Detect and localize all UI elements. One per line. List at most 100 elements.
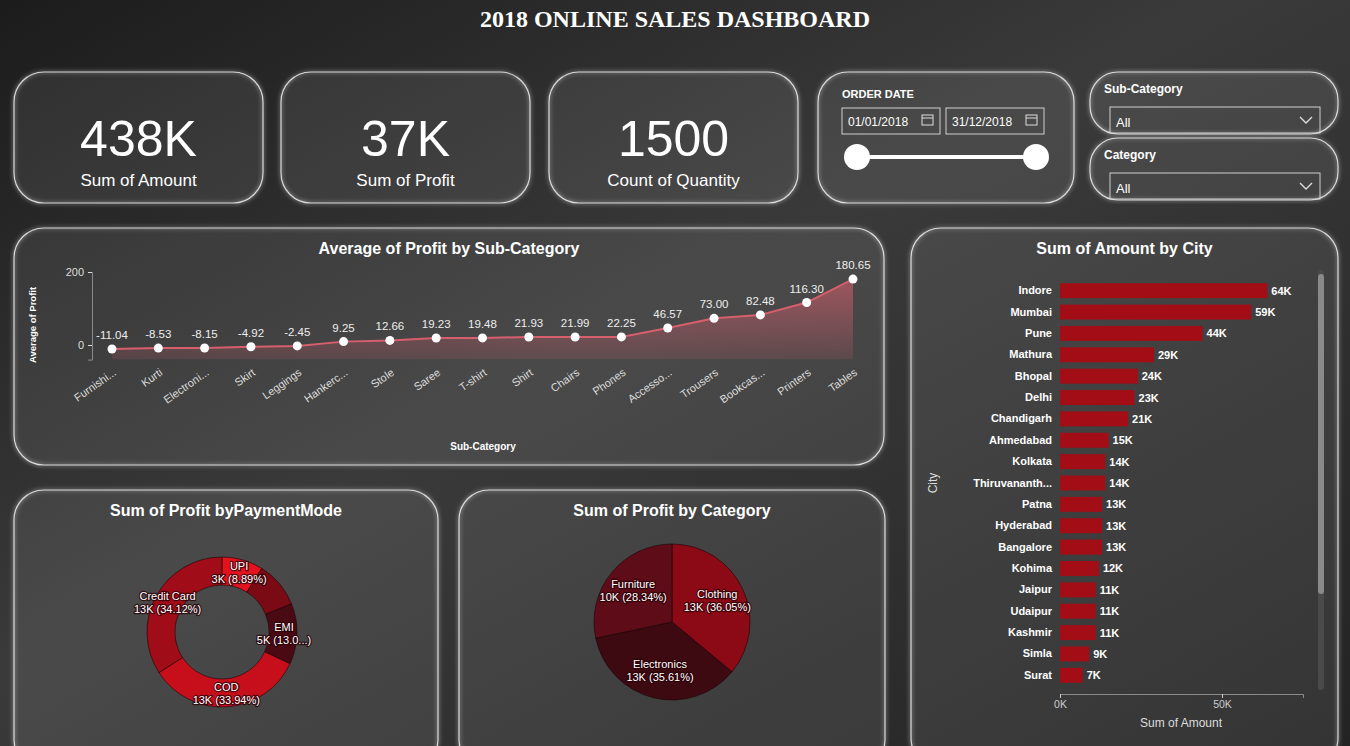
card-frame	[1090, 138, 1338, 200]
axis: 0200	[66, 266, 93, 360]
dropdown[interactable]	[1110, 107, 1320, 133]
slider-track[interactable]	[857, 155, 1036, 159]
marker	[478, 333, 487, 342]
bar	[1060, 540, 1102, 555]
tick: Jaipur	[1019, 583, 1053, 595]
tick-label: Printers	[775, 366, 813, 398]
card-frame	[459, 490, 885, 746]
tick-label: Udaipur	[1010, 605, 1052, 617]
bar	[1060, 411, 1128, 426]
data-label: 15K	[1113, 434, 1133, 446]
tick: 0K	[1054, 694, 1067, 710]
dropdown-arrow[interactable]	[1300, 183, 1312, 189]
card: 37KSum of Profit	[281, 72, 530, 203]
data-label: 19.23	[422, 318, 451, 330]
calendar-icon[interactable]	[922, 115, 933, 125]
scrollbar-thumb[interactable]	[1318, 274, 1324, 594]
marker	[710, 314, 719, 323]
area	[112, 279, 853, 360]
bar	[1060, 347, 1154, 362]
calendar-icon[interactable]	[922, 118, 933, 119]
tick: Simla	[1023, 647, 1053, 659]
kpi-label: Sum of Profit	[356, 171, 455, 190]
data-label: 10K (28.34%)	[600, 591, 667, 603]
data-label: 9.25	[332, 322, 354, 334]
tick: Saree	[411, 366, 442, 393]
data-label: 13K	[1106, 541, 1126, 553]
data-label: 116.30	[790, 283, 824, 295]
card-frame	[14, 228, 884, 465]
slider-handle[interactable]	[1023, 144, 1049, 170]
slice-name: EMI	[274, 621, 294, 633]
card: Average of Profit by Sub-Category0200Fur…	[14, 228, 884, 465]
bar	[1060, 369, 1138, 384]
tick: Trousers	[678, 366, 721, 401]
bar	[1060, 476, 1105, 491]
bar	[1060, 390, 1135, 405]
data-label: 24K	[1142, 370, 1162, 382]
data-label: 12.66	[375, 320, 404, 332]
pie: Clothing13K (36.05%)Electronics13K (35.6…	[594, 544, 751, 700]
slice-name: UPI	[230, 560, 248, 572]
tick-label: Kohima	[1012, 562, 1053, 574]
chart-title: Sum of Profit by Category	[573, 502, 770, 519]
tick-label: Patna	[1022, 498, 1053, 510]
tick-label: Saree	[411, 366, 442, 393]
data-label: -8.15	[192, 328, 218, 340]
card: 438KSum of Amount	[14, 72, 263, 203]
tick-label: Kurti	[139, 366, 164, 389]
tick: 50K	[1213, 694, 1232, 710]
data-label: 21K	[1132, 413, 1152, 425]
bar	[1060, 625, 1096, 640]
tick-label: Surat	[1024, 669, 1052, 681]
date-input[interactable]: 31/12/2018	[946, 108, 1044, 134]
data-label: 73.00	[700, 298, 729, 310]
data-label: 22.25	[607, 317, 636, 329]
data-label: -11.04	[96, 329, 128, 341]
bar	[1060, 561, 1099, 576]
plot	[1060, 283, 1267, 683]
tick: Skirt	[232, 366, 257, 388]
date-input[interactable]: 01/01/2018	[842, 108, 940, 134]
slice-name: Electronics	[633, 658, 687, 670]
dropdown-arrow[interactable]	[1300, 117, 1312, 123]
axis-line	[1061, 695, 1304, 699]
tick-label: 0	[78, 339, 84, 351]
tick-label: Simla	[1023, 647, 1053, 659]
scrollbar[interactable]	[1318, 270, 1324, 690]
date-box[interactable]	[842, 108, 940, 134]
calendar-icon[interactable]	[1026, 118, 1037, 119]
card: Category All	[1090, 138, 1338, 200]
slice	[594, 544, 672, 638]
tick-label: Electroni...	[161, 366, 210, 406]
tick: Surat	[1024, 669, 1052, 681]
dropdown[interactable]	[1110, 173, 1320, 199]
filter-label: ORDER DATE	[842, 88, 914, 100]
tick-label: Phones	[590, 366, 628, 398]
card-frame	[1090, 72, 1338, 134]
data-label: 44K	[1207, 327, 1227, 339]
data-label: 7K	[1087, 669, 1101, 681]
kpi-value: 1500	[618, 111, 729, 167]
dropdown-value: All	[1116, 181, 1131, 196]
filter-label: Category	[1104, 148, 1156, 162]
tick: Patna	[1022, 498, 1053, 510]
tick-label: Mumbai	[1010, 306, 1052, 318]
tick: Kashmir	[1008, 626, 1053, 638]
slider-handle[interactable]	[844, 144, 870, 170]
axis-title: Sum of Amount	[1140, 716, 1223, 730]
dashboard: 2018 ONLINE SALES DASHBOARD438KSum of Am…	[0, 0, 1350, 746]
dropdown-value: All	[1116, 115, 1131, 130]
tick: Mumbai	[1010, 306, 1052, 318]
axis: 0K 50K	[1054, 694, 1303, 710]
marker	[154, 344, 163, 353]
date-box[interactable]	[946, 108, 1044, 134]
bar	[1060, 604, 1096, 619]
tick: Kurti	[139, 366, 164, 389]
data-label: -8.53	[145, 328, 171, 340]
data-label: 13K (34.12%)	[134, 603, 201, 615]
calendar-icon[interactable]	[1026, 115, 1037, 125]
marker	[108, 345, 117, 354]
tick: Chandigarh	[991, 412, 1052, 424]
data-label: 23K	[1139, 392, 1159, 404]
